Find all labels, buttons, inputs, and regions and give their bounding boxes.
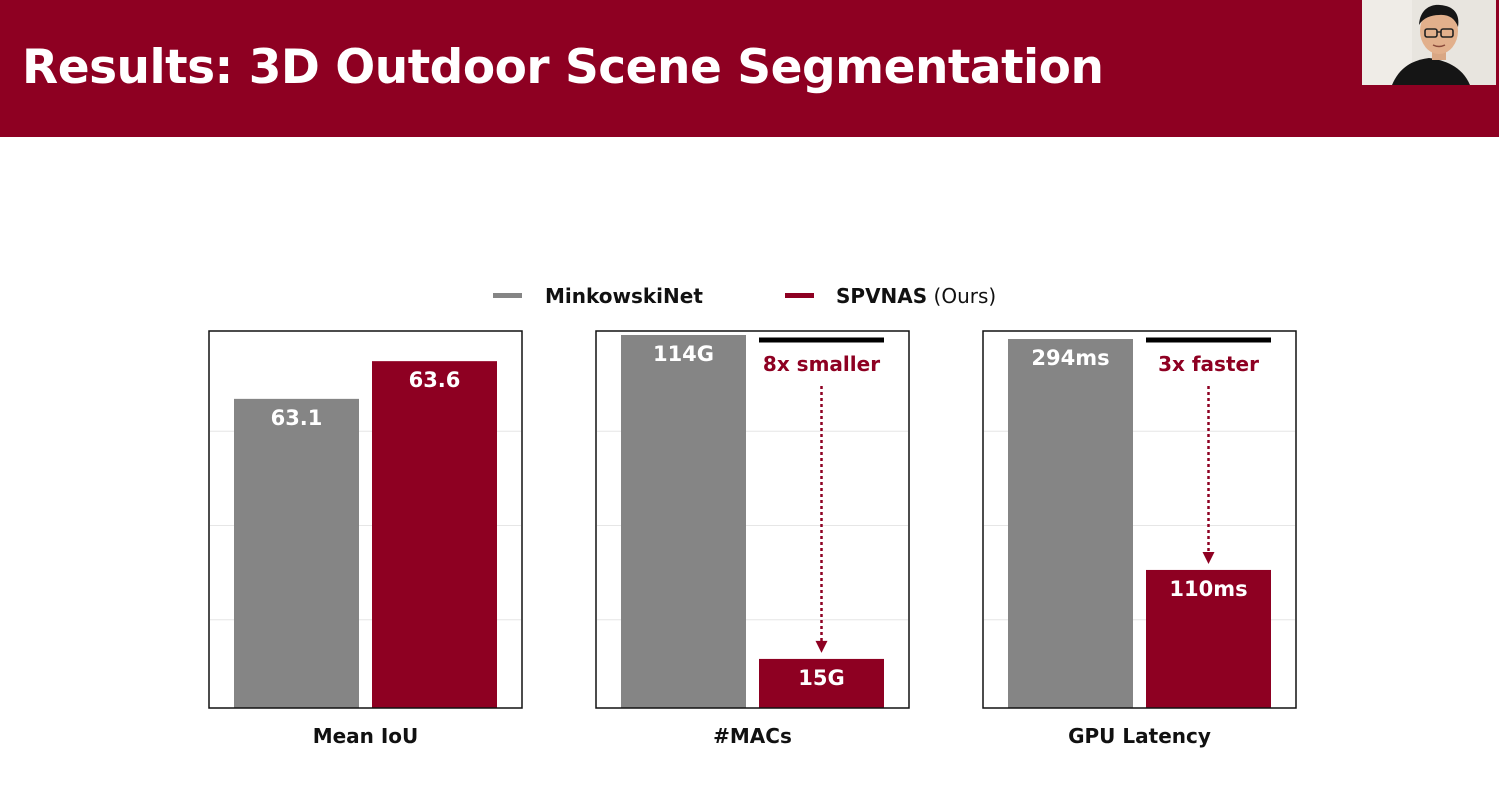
legend-label-spvnas-suffix: (Ours) <box>933 284 997 308</box>
x-axis-label: #MACs <box>713 724 792 748</box>
bar-minkowskinet <box>621 335 746 708</box>
bar-spvnas <box>372 361 497 708</box>
annotation-arrow-head <box>1202 551 1215 564</box>
chart-panel-2: 114G 15G 8x smaller #MACs <box>595 330 910 748</box>
chart-frame <box>208 330 523 709</box>
bar-value-label-minkowskinet: 63.1 <box>271 406 323 430</box>
bar-value-label-spvnas: 15G <box>798 666 844 690</box>
bar-minkowskinet <box>1008 339 1133 708</box>
bar-value-label-spvnas: 63.6 <box>409 368 461 392</box>
bar-value-label-spvnas: 110ms <box>1169 577 1247 601</box>
legend-swatch-spvnas <box>785 293 814 298</box>
webcam-thumbnail <box>1362 0 1496 85</box>
annotation-label: 8x smaller <box>763 352 880 376</box>
bar-value-label-minkowskinet: 114G <box>653 342 714 366</box>
chart-frame <box>982 330 1297 709</box>
chart-panel-3: 294ms 110ms 3x faster GPU Latency <box>982 330 1297 748</box>
annotation-label: 3x faster <box>1158 352 1259 376</box>
x-axis-label: GPU Latency <box>1068 724 1211 748</box>
bar-minkowskinet <box>234 398 359 708</box>
legend-swatch-minkowskinet <box>493 293 522 298</box>
bar-spvnas <box>759 658 884 708</box>
presenter-video-image <box>1362 0 1496 85</box>
slide-header: Results: 3D Outdoor Scene Segmentation <box>0 0 1499 137</box>
chart-panel-1: 63.1 63.6 Mean IoU <box>208 330 523 748</box>
bar-spvnas <box>1146 569 1271 708</box>
chart-frame <box>595 330 910 709</box>
legend-label-spvnas: SPVNAS <box>836 284 928 308</box>
slide-title: Results: 3D Outdoor Scene Segmentation <box>22 40 1104 95</box>
bar-value-label-minkowskinet: 294ms <box>1031 346 1109 370</box>
annotation-arrow-head <box>815 640 828 653</box>
legend-label-minkowskinet: MinkowskiNet <box>545 284 703 308</box>
x-axis-label: Mean IoU <box>313 724 419 748</box>
